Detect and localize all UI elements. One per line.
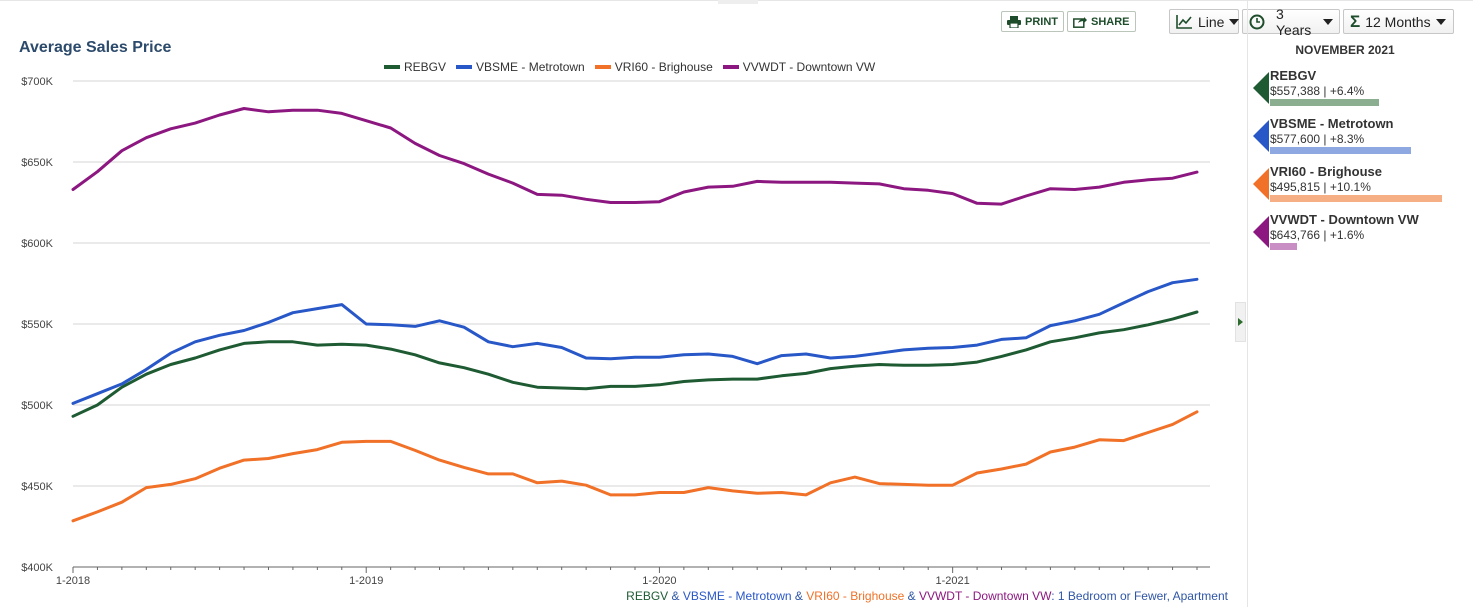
side-panel — [1247, 0, 1473, 607]
sigma-icon: Σ — [1350, 11, 1361, 31]
period-value: 3 Years — [1276, 5, 1312, 38]
side-panel-toggle[interactable] — [1235, 302, 1246, 342]
x-tick-label: 1-2019 — [349, 575, 383, 587]
chevron-down-icon — [1323, 18, 1333, 25]
summary-value: $577,600 | +8.3% — [1270, 132, 1365, 146]
legend-label: VRI60 - Brighouse — [614, 60, 713, 74]
chevron-down-icon — [1229, 18, 1240, 25]
x-tick-label: 1-2021 — [936, 575, 970, 587]
legend-item-rebgv[interactable]: REBGV — [384, 60, 446, 74]
flag-marker — [1253, 216, 1269, 248]
legend-label: REBGV — [404, 60, 447, 74]
line-chart-icon — [1176, 14, 1192, 29]
summary-change-bar — [1270, 99, 1379, 106]
top-collapse-handle[interactable] — [718, 0, 758, 4]
average-value: 12 Months — [1365, 13, 1431, 30]
share-icon — [1073, 16, 1087, 28]
x-tick-label: 1-2020 — [642, 575, 676, 587]
footnote-separator: & — [668, 589, 683, 603]
share-button[interactable]: SHARE — [1067, 11, 1136, 32]
y-tick-label: $500K — [21, 400, 53, 412]
series-line-vri60 — [71, 410, 1199, 523]
y-tick-label: $700K — [21, 76, 53, 88]
summary-card-vri60[interactable]: VRI60 - Brighouse $495,815 | +10.1% — [1253, 164, 1453, 208]
summary-value: $557,388 | +6.4% — [1270, 84, 1365, 98]
series-line-rebgv — [71, 310, 1199, 418]
printer-icon — [1007, 15, 1021, 28]
series-line-vvwdt — [71, 107, 1199, 206]
share-label: SHARE — [1091, 15, 1130, 28]
footnote-series-vbsme: VBSME - Metrotown — [682, 589, 792, 603]
print-label: PRINT — [1025, 15, 1058, 28]
series-line-vbsme — [71, 277, 1199, 405]
flag-marker — [1253, 72, 1269, 104]
average-dropdown[interactable]: Σ 12 Months — [1343, 9, 1454, 34]
summary-name: VBSME - Metrotown — [1270, 116, 1394, 131]
legend-item-vvwdt[interactable]: VVWDT - Downtown VW — [722, 60, 876, 74]
summary-card-vvwdt[interactable]: VVWDT - Downtown VW $643,766 | +1.6% — [1253, 212, 1453, 256]
chart-title: Average Sales Price — [19, 39, 172, 56]
y-tick-label: $600K — [21, 238, 53, 250]
side-panel-date: NOVEMBER 2021 — [1295, 43, 1395, 57]
footnote-series-rebgv: REBGV — [626, 589, 669, 603]
summary-card-rebgv[interactable]: REBGV $557,388 | +6.4% — [1253, 68, 1453, 112]
summary-value: $643,766 | +1.6% — [1270, 228, 1365, 242]
clock-icon — [1249, 14, 1265, 30]
legend-item-vri60[interactable]: VRI60 - Brighouse — [594, 60, 713, 74]
footnote-filter-text: 1 Bedroom or Fewer, Apartment — [1057, 589, 1228, 603]
y-tick-label: $450K — [21, 481, 53, 493]
legend-item-vbsme[interactable]: VBSME - Metrotown — [456, 60, 585, 74]
summary-change-bar — [1270, 147, 1412, 154]
y-tick-label: $400K — [21, 562, 53, 574]
summary-value: $495,815 | +10.1% — [1270, 180, 1371, 194]
summary-card-vbsme[interactable]: VBSME - Metrotown $577,600 | +8.3% — [1253, 116, 1453, 160]
footnote-series-vri60: VRI60 - Brighouse — [806, 589, 905, 603]
summary-name: REBGV — [1270, 68, 1317, 83]
chart-footnote: REBGV & VBSME - Metrotown & VRI60 - Brig… — [626, 589, 1228, 603]
footnote-separator: & — [904, 589, 919, 603]
y-tick-label: $550K — [21, 319, 53, 331]
chart-type-value: Line — [1198, 13, 1225, 30]
chart-legend: REBGV VBSME - Metrotown VRI60 - Brighous… — [384, 60, 885, 74]
legend-swatch — [384, 65, 400, 69]
period-dropdown[interactable]: 3 Years — [1242, 6, 1340, 38]
legend-swatch — [594, 65, 611, 69]
legend-label: VVWDT - Downtown VW — [742, 60, 876, 74]
y-tick-label: $650K — [21, 157, 53, 169]
line-chart-plot: $400K $450K $500K $550K $600K $650K $700K 1-201… — [21, 76, 1210, 587]
legend-swatch — [722, 65, 739, 69]
chevron-down-icon — [1435, 18, 1446, 25]
caret-right-icon — [1238, 318, 1243, 326]
flag-marker — [1253, 168, 1269, 200]
print-button[interactable]: PRINT — [1001, 11, 1064, 32]
x-tick-label: 1-2018 — [56, 575, 90, 587]
flag-marker — [1253, 120, 1269, 152]
summary-name: VVWDT - Downtown VW — [1270, 212, 1419, 227]
summary-change-bar — [1270, 243, 1298, 250]
legend-swatch — [456, 65, 473, 69]
footnote-series-vvwdt: VVWDT - Downtown VW — [918, 589, 1052, 603]
footnote-separator: & — [791, 589, 807, 603]
footnote-separator: : — [1051, 589, 1058, 603]
summary-name: VRI60 - Brighouse — [1270, 164, 1382, 179]
summary-change-bar — [1270, 195, 1442, 202]
legend-label: VBSME - Metrotown — [476, 60, 585, 74]
chart-type-dropdown[interactable]: Line — [1169, 9, 1240, 34]
